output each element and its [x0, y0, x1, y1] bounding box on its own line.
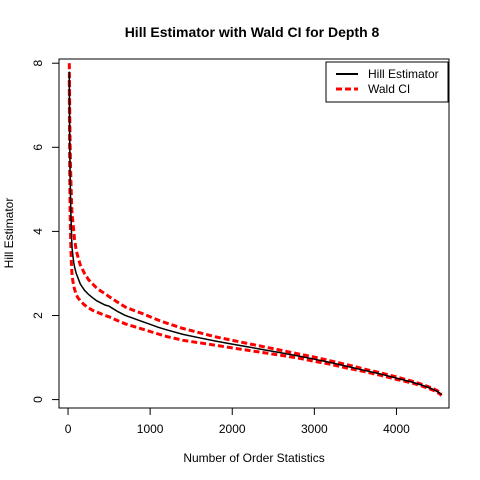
wald-ci-upper-line	[67, 63, 443, 395]
y-tick-label: 2	[31, 312, 45, 319]
wald-ci-lower-line	[67, 79, 443, 397]
chart-title: Hill Estimator with Wald CI for Depth 8	[125, 24, 380, 40]
x-axis: 0 1000 2000 3000 4000	[65, 407, 410, 436]
x-tick-label: 4000	[383, 422, 410, 436]
y-tick-label: 4	[31, 228, 45, 235]
x-tick-label: 1000	[137, 422, 164, 436]
x-axis-label: Number of Order Statistics	[183, 451, 324, 465]
x-tick-label: 2000	[219, 422, 246, 436]
legend-label-hill-estimator: Hill Estimator	[368, 67, 439, 81]
y-axis-label: Hill Estimator	[2, 198, 16, 269]
y-tick-label: 8	[31, 60, 45, 67]
x-tick-label: 0	[65, 422, 72, 436]
y-axis: 0 2 4 6 8	[31, 60, 60, 403]
x-tick-label: 3000	[301, 422, 328, 436]
plot-area	[58, 58, 450, 409]
y-tick-label: 6	[31, 144, 45, 151]
hill-estimator-line	[68, 71, 443, 396]
series-layer	[67, 63, 443, 397]
legend-label-wald-ci: Wald CI	[368, 82, 410, 96]
legend: Hill Estimator Wald CI	[325, 61, 449, 103]
y-tick-label: 0	[31, 396, 45, 403]
legend-box	[325, 61, 449, 103]
plot-frame	[58, 58, 450, 409]
